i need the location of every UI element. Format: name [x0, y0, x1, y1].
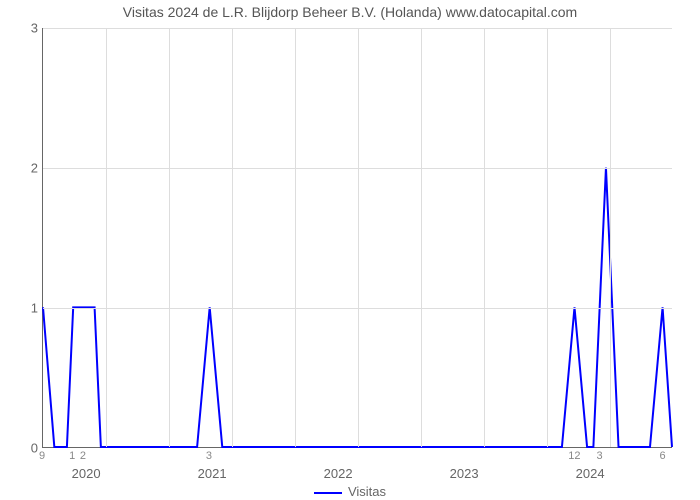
- vgrid-line: [547, 28, 548, 447]
- legend-label: Visitas: [348, 484, 386, 499]
- vgrid-line: [106, 28, 107, 447]
- legend: Visitas: [0, 484, 700, 499]
- x-major-tick-label: 2024: [576, 466, 605, 481]
- x-major-tick-label: 2020: [72, 466, 101, 481]
- vgrid-line: [169, 28, 170, 447]
- x-minor-tick-label: 6: [659, 450, 665, 462]
- y-tick-label: 1: [8, 301, 38, 316]
- x-minor-tick-label: 3: [596, 450, 602, 462]
- x-major-tick-label: 2021: [198, 466, 227, 481]
- y-tick-label: 0: [8, 441, 38, 456]
- vgrid-line: [295, 28, 296, 447]
- vgrid-line: [484, 28, 485, 447]
- vgrid-line: [421, 28, 422, 447]
- x-major-tick-label: 2023: [450, 466, 479, 481]
- x-minor-tick-label: 1: [69, 450, 75, 462]
- vgrid-line: [232, 28, 233, 447]
- x-minor-tick-label: 3: [206, 450, 212, 462]
- legend-swatch: [314, 492, 342, 494]
- chart-title: Visitas 2024 de L.R. Blijdorp Beheer B.V…: [0, 4, 700, 20]
- visitas-chart: Visitas 2024 de L.R. Blijdorp Beheer B.V…: [0, 0, 700, 500]
- plot-area: [42, 28, 672, 448]
- x-minor-tick-label: 12: [568, 450, 580, 462]
- x-minor-tick-label: 9: [39, 450, 45, 462]
- x-minor-tick-label: 2: [80, 450, 86, 462]
- y-tick-label: 3: [8, 21, 38, 36]
- x-major-tick-label: 2022: [324, 466, 353, 481]
- vgrid-line: [358, 28, 359, 447]
- y-tick-label: 2: [8, 161, 38, 176]
- vgrid-line: [610, 28, 611, 447]
